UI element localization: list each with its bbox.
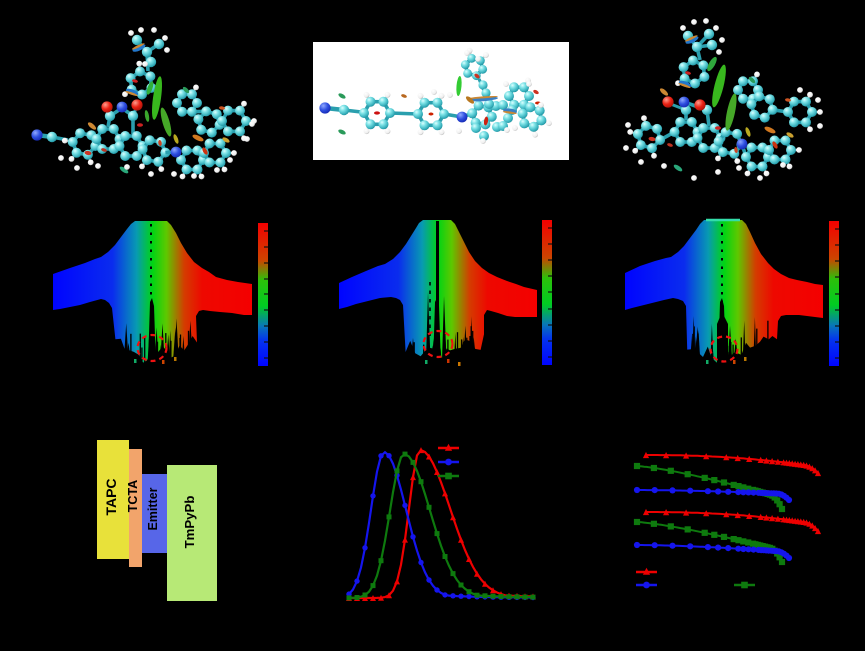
svg-text:Emitter: Emitter	[146, 487, 160, 530]
svg-text:TmPyPb: TmPyPb	[182, 496, 197, 549]
svg-text:TAPC: TAPC	[103, 478, 119, 515]
svg-text:TCTA: TCTA	[126, 480, 140, 512]
